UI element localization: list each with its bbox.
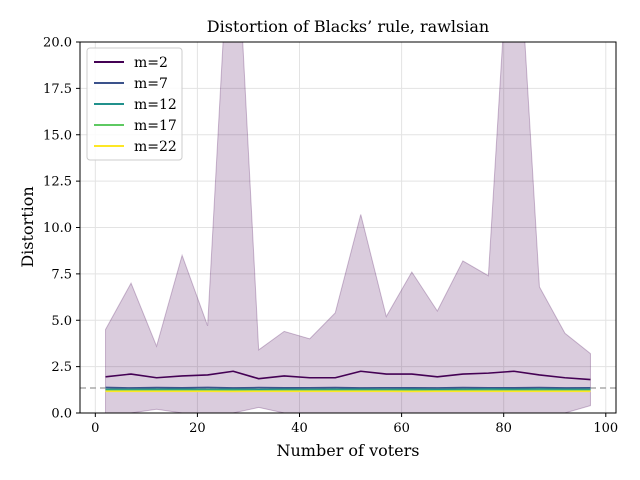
x-tick-label: 80 <box>495 421 512 436</box>
x-axis-label: Number of voters <box>277 441 420 460</box>
plot-area <box>80 42 616 413</box>
series-line-m2 <box>105 370 591 381</box>
y-tick-label: 20.0 <box>43 36 72 51</box>
y-tick-label: 2.5 <box>51 360 72 375</box>
x-tick-label: 40 <box>291 421 308 436</box>
legend: m=2 m=7 m=12 m=17 m=22 <box>86 47 183 161</box>
y-tick-label: 17.5 <box>43 82 72 97</box>
y-tick-label: 12.5 <box>43 175 72 190</box>
x-tick-label: 20 <box>189 421 206 436</box>
x-tick-label: 0 <box>91 421 99 436</box>
x-tick-label: 100 <box>593 421 618 436</box>
legend-label-m22: m=22 <box>134 139 177 155</box>
legend-label-m17: m=17 <box>134 118 177 134</box>
y-tick-label: 10.0 <box>43 221 72 236</box>
series-line-m7 <box>105 386 591 389</box>
y-tick-label: 0.0 <box>51 407 72 422</box>
y-axis: 0.0 2.5 5.0 7.5 10.0 12.5 15.0 17.5 20.0 <box>43 36 80 422</box>
legend-box <box>86 47 183 161</box>
x-axis: 0 20 40 60 80 100 <box>91 413 618 436</box>
y-axis-label: Distortion <box>18 186 37 267</box>
legend-label-m7: m=7 <box>134 76 168 92</box>
x-tick-label: 60 <box>393 421 410 436</box>
legend-label-m2: m=2 <box>134 55 168 71</box>
y-tick-label: 15.0 <box>43 128 72 143</box>
series-lines <box>105 370 591 393</box>
y-tick-label: 7.5 <box>51 267 72 282</box>
grid <box>80 41 616 414</box>
chart-title: Distortion of Blacks’ rule, rawlsian <box>207 17 489 36</box>
m2-spread-band <box>105 42 591 413</box>
y-tick-label: 5.0 <box>51 314 72 329</box>
legend-label-m12: m=12 <box>134 97 177 113</box>
